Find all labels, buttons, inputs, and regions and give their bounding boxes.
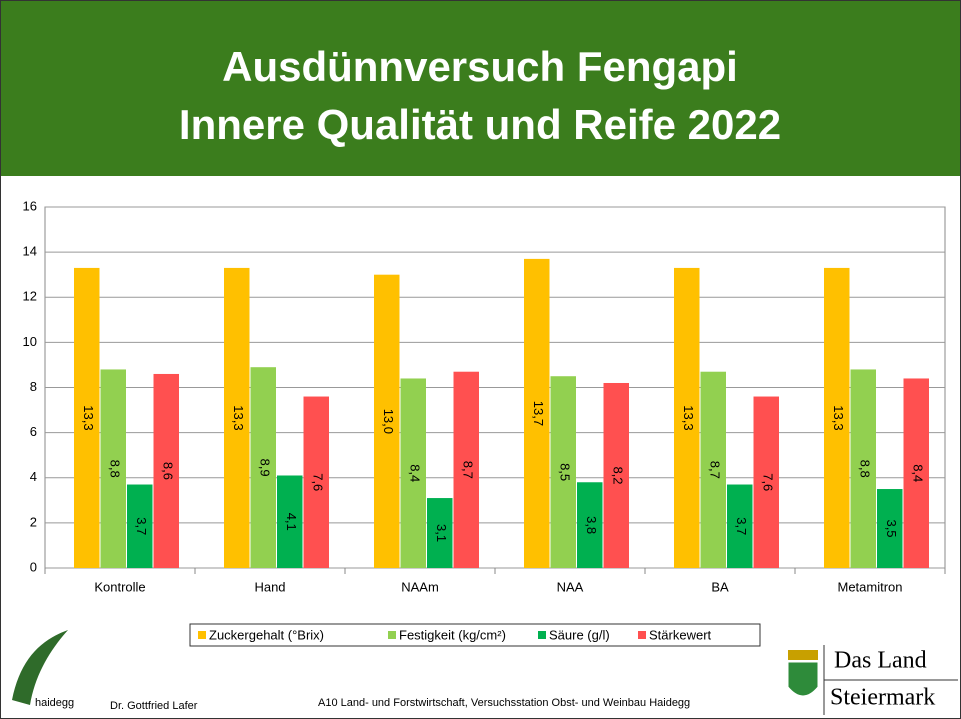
x-tick-label: NAAm — [401, 579, 439, 594]
legend-label: Säure (g/l) — [549, 627, 610, 642]
data-label: 3,5 — [884, 519, 899, 537]
x-tick-label: Metamitron — [837, 579, 902, 594]
bar — [824, 267, 850, 568]
logo-text: haidegg — [35, 697, 74, 709]
y-tick-label: 16 — [23, 198, 37, 213]
data-label: 13,3 — [831, 405, 846, 430]
brand-line: Steiermark — [830, 685, 935, 711]
y-tick-label: 14 — [23, 244, 37, 259]
y-tick-label: 6 — [30, 424, 37, 439]
data-label: 13,0 — [381, 409, 396, 434]
y-tick-label: 2 — [30, 514, 37, 529]
bar — [524, 258, 550, 568]
bar — [374, 274, 400, 568]
y-tick-label: 0 — [30, 559, 37, 574]
bar — [903, 378, 929, 568]
chart-subtitle: Innere Qualität und Reife 2022 — [179, 101, 781, 148]
header-band — [1, 1, 960, 176]
y-tick-label: 10 — [23, 334, 37, 349]
bar — [153, 373, 179, 568]
data-label: 13,3 — [231, 405, 246, 430]
data-label: 8,5 — [557, 463, 572, 481]
bar — [400, 378, 426, 568]
data-label: 8,7 — [460, 461, 475, 479]
legend-swatch — [388, 631, 396, 639]
data-label: 8,6 — [160, 462, 175, 480]
data-label: 8,8 — [107, 460, 122, 478]
bar — [700, 371, 726, 568]
bar — [74, 267, 100, 568]
data-label: 4,1 — [284, 513, 299, 531]
bar — [224, 267, 250, 568]
bar — [427, 498, 453, 568]
bar — [877, 489, 903, 568]
legend-swatch — [198, 631, 206, 639]
institution: A10 Land- und Forstwirtschaft, Versuchss… — [318, 697, 690, 709]
data-label: 8,7 — [707, 461, 722, 479]
bar — [727, 484, 753, 568]
bar — [850, 369, 876, 568]
bar — [577, 482, 603, 568]
data-label: 3,8 — [584, 516, 599, 534]
chart-title: Ausdünnversuch Fengapi — [222, 43, 738, 90]
data-label: 8,8 — [857, 460, 872, 478]
bar — [453, 371, 479, 568]
legend-box — [189, 623, 761, 647]
x-tick-label: BA — [711, 579, 729, 594]
data-label: 3,7 — [734, 517, 749, 535]
x-tick-label: Hand — [254, 579, 285, 594]
y-tick-label: 12 — [23, 289, 37, 304]
legend-swatch — [638, 631, 646, 639]
x-tick-label: Kontrolle — [94, 579, 145, 594]
haidegg-logo — [12, 630, 68, 705]
data-label: 7,6 — [760, 473, 775, 491]
bar — [674, 267, 700, 568]
coat-of-arms — [787, 650, 819, 697]
data-label: 8,2 — [610, 466, 625, 484]
bar — [753, 396, 779, 568]
bar — [100, 369, 126, 568]
author: Dr. Gottfried Lafer — [110, 700, 198, 712]
data-label: 8,9 — [257, 459, 272, 477]
bar — [550, 376, 576, 568]
data-label: 3,7 — [134, 517, 149, 535]
legend-swatch — [538, 631, 546, 639]
y-tick-label: 4 — [30, 469, 37, 484]
bar — [127, 484, 153, 568]
data-label: 3,1 — [434, 524, 449, 542]
x-tick-label: NAA — [557, 579, 584, 594]
legend-label: Zuckergehalt (°Brix) — [209, 627, 324, 642]
data-label: 8,4 — [407, 464, 422, 482]
legend-label: Stärkewert — [649, 627, 712, 642]
brand-line: Das Land — [834, 648, 927, 674]
data-label: 13,3 — [681, 405, 696, 430]
data-label: 8,4 — [910, 464, 925, 482]
legend-label: Festigkeit (kg/cm²) — [399, 627, 506, 642]
y-tick-label: 8 — [30, 379, 37, 394]
data-label: 7,6 — [310, 473, 325, 491]
bar — [303, 396, 329, 568]
bar — [277, 475, 303, 568]
data-label: 13,3 — [81, 405, 96, 430]
bar — [250, 367, 276, 568]
bar — [603, 382, 629, 568]
data-label: 13,7 — [531, 401, 546, 426]
